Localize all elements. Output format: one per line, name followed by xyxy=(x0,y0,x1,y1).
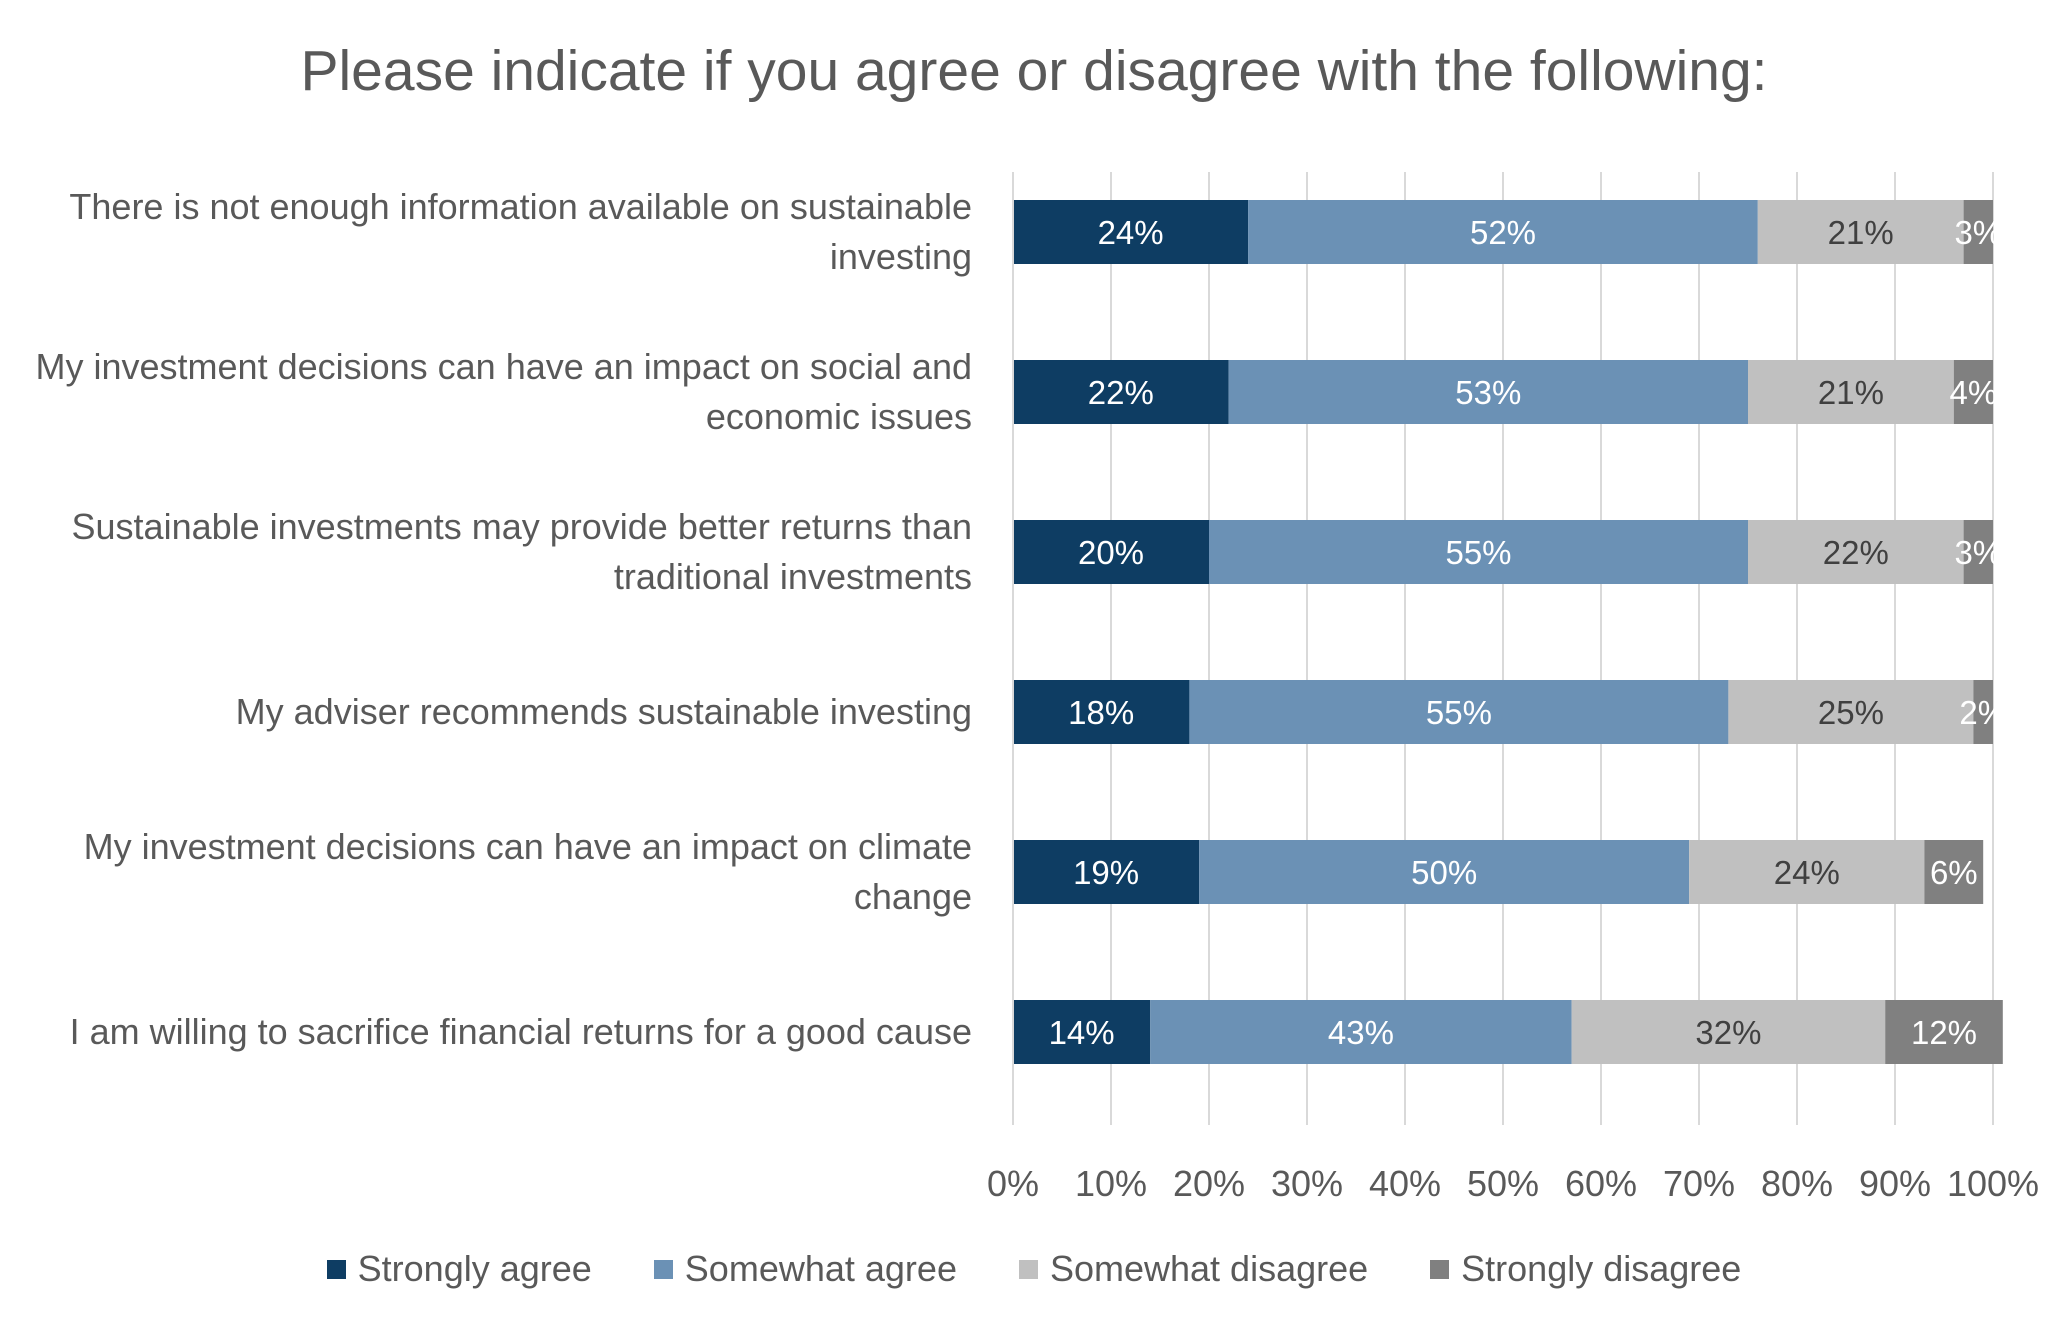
x-tick-label: 70% xyxy=(1663,1163,1735,1204)
data-label: 20% xyxy=(1078,534,1144,571)
bar-segment xyxy=(1209,520,1748,584)
bar-segment xyxy=(1013,200,1249,264)
x-tick-label: 100% xyxy=(1947,1163,2039,1204)
bar-segment xyxy=(1199,840,1690,904)
category-label: Sustainable investments may provide bett… xyxy=(71,506,972,597)
legend-swatch xyxy=(653,1259,673,1279)
bar-segment xyxy=(1924,840,1984,904)
bar-segment xyxy=(1013,1000,1151,1064)
legend: Strongly agree Somewhat agree Somewhat dis… xyxy=(0,1248,2068,1290)
data-label: 55% xyxy=(1426,694,1492,731)
legend-label: Somewhat disagree xyxy=(1049,1248,1369,1289)
legend-item: Somewhat disagree xyxy=(1018,1248,1369,1290)
x-tick-label: 50% xyxy=(1467,1163,1539,1204)
category-label: My investment decisions can have an impa… xyxy=(35,346,973,437)
data-label: 4% xyxy=(1950,374,1998,411)
data-label: 21% xyxy=(1818,374,1884,411)
data-label: 3% xyxy=(1954,534,2002,571)
category-label: My adviser recommends sustainable invest… xyxy=(235,691,972,732)
x-tick-label: 30% xyxy=(1271,1163,1343,1204)
bar-segment xyxy=(1963,200,1993,264)
legend-label: Strongly disagree xyxy=(1461,1248,1742,1289)
legend-swatch xyxy=(326,1259,346,1279)
bar-segment xyxy=(1973,680,1993,744)
data-label: 18% xyxy=(1068,694,1134,731)
data-label: 43% xyxy=(1328,1014,1394,1051)
x-tick-label: 10% xyxy=(1075,1163,1147,1204)
bar-segment xyxy=(1748,360,1954,424)
bar-segment xyxy=(1228,360,1748,424)
x-tick-label: 40% xyxy=(1369,1163,1441,1204)
bar-segment xyxy=(1757,200,1964,264)
data-label: 25% xyxy=(1818,694,1884,731)
data-label: 32% xyxy=(1695,1014,1761,1051)
bar-segment xyxy=(1013,360,1229,424)
x-tick-label: 90% xyxy=(1859,1163,1931,1204)
bar-segment xyxy=(1953,360,1993,424)
data-label: 24% xyxy=(1098,214,1164,251)
bar-segment xyxy=(1728,680,1974,744)
data-label: 21% xyxy=(1828,214,1894,251)
data-label: 55% xyxy=(1445,534,1511,571)
bar-segment xyxy=(1013,680,1190,744)
category-label: I am willing to sacrifice financial retu… xyxy=(69,1011,972,1052)
bar-segment xyxy=(1963,520,1993,584)
data-label: 22% xyxy=(1088,374,1154,411)
legend-swatch xyxy=(1018,1259,1038,1279)
data-label: 53% xyxy=(1455,374,1521,411)
data-label: 6% xyxy=(1930,854,1978,891)
data-label: 2% xyxy=(1959,694,2007,731)
x-tick-label: 60% xyxy=(1565,1163,1637,1204)
data-label: 22% xyxy=(1823,534,1889,571)
bar-segment xyxy=(1689,840,1925,904)
bar-segment xyxy=(1885,1000,2003,1064)
data-label: 12% xyxy=(1911,1014,1977,1051)
x-tick-label: 0% xyxy=(987,1163,1039,1204)
bar-segment xyxy=(1013,840,1200,904)
bar-segment xyxy=(1248,200,1758,264)
bar-segment xyxy=(1571,1000,1886,1064)
bar-segment xyxy=(1013,520,1209,584)
category-label: There is not enough information availabl… xyxy=(69,186,972,277)
x-tick-label: 20% xyxy=(1173,1163,1245,1204)
legend-item: Somewhat agree xyxy=(653,1248,957,1290)
legend-item: Strongly agree xyxy=(326,1248,592,1290)
data-label: 52% xyxy=(1470,214,1536,251)
x-tick-label: 80% xyxy=(1761,1163,1833,1204)
data-label: 19% xyxy=(1073,854,1139,891)
legend-item: Strongly disagree xyxy=(1430,1248,1741,1290)
bar-segment xyxy=(1189,680,1729,744)
bar-segment xyxy=(1150,1000,1572,1064)
category-label: My investment decisions can have an impa… xyxy=(83,826,972,917)
data-label: 50% xyxy=(1411,854,1477,891)
legend-label: Somewhat agree xyxy=(684,1248,957,1289)
data-label: 14% xyxy=(1049,1014,1115,1051)
legend-swatch xyxy=(1430,1259,1450,1279)
chart-title: Please indicate if you agree or disagree… xyxy=(300,39,1768,103)
legend-label: Strongly agree xyxy=(357,1248,592,1289)
data-label: 3% xyxy=(1954,214,2002,251)
data-label: 24% xyxy=(1774,854,1840,891)
bar-segment xyxy=(1748,520,1964,584)
